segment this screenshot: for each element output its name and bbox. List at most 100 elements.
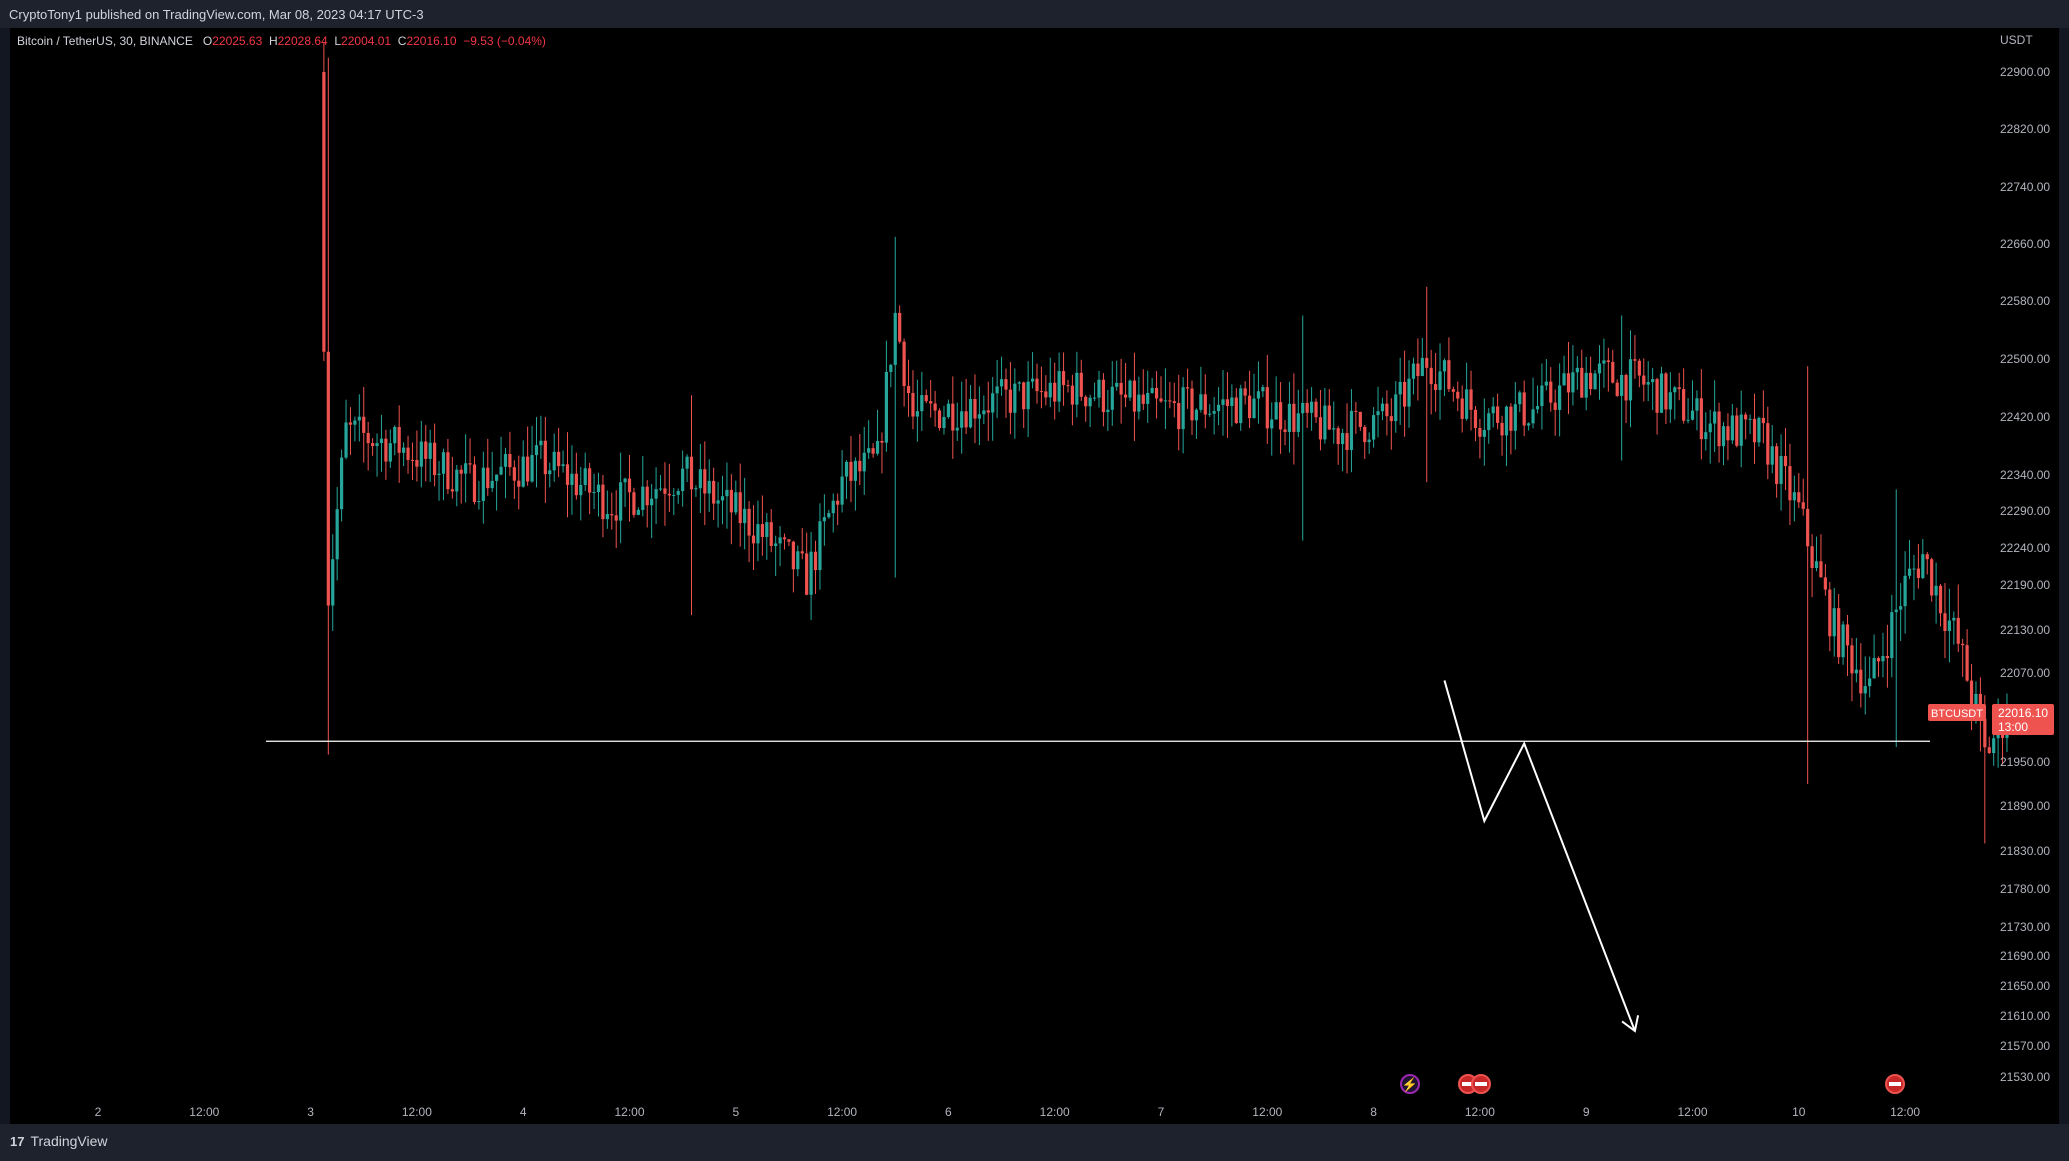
candle-body [1832,608,1836,637]
candle-body [1659,373,1664,413]
price-tick-label: 22070.00 [2000,666,2050,680]
candle-body [1992,738,1996,754]
candle-body [508,453,512,468]
candle-body [1017,382,1021,384]
candle-body [1066,385,1070,387]
candle-body [1194,409,1199,421]
lightning-glyph-icon: ⚡ [1402,1077,1418,1093]
candle-body [729,489,733,513]
candle-body [1925,554,1929,560]
candle-body [1819,561,1823,578]
candle-body [1611,361,1615,383]
price-tick-label: 21950.00 [2000,755,2050,769]
candle-body [371,443,375,447]
candle-body [1345,433,1349,450]
candle-body [1575,367,1579,373]
candle-body [557,451,561,467]
candle-body [388,443,392,462]
candle-body [685,456,689,469]
time-tick-label: 12:00 [614,1105,644,1119]
candle-body [1788,466,1792,501]
candle-body [889,364,893,372]
price-label-bg [1992,703,2054,735]
symbol-name[interactable]: Bitcoin / TetherUS, 30, BINANCE [17,34,193,48]
chart-area[interactable] [10,28,2059,1124]
candle-body [756,524,760,544]
brand[interactable]: 17 TradingView [10,1133,108,1149]
candle-body [1633,359,1637,361]
candle-body [1349,410,1354,450]
time-tick-label: 12:00 [827,1105,857,1119]
candle-body [1092,397,1097,399]
footer-bar [0,1124,2069,1161]
drawings-layer [266,680,1930,1033]
candle-body [384,438,388,462]
lightning-event-icon[interactable] [1400,1074,1420,1094]
price-tick-label: 22240.00 [2000,541,2050,555]
candle-body [1438,371,1442,390]
change-value: −9.53 (−0.04%) [463,34,546,48]
candle-body [1070,385,1075,405]
price-tick-label: 22900.00 [2000,65,2050,79]
candle-body [1509,406,1513,431]
candle-body [1845,624,1850,646]
candle-body [1558,385,1562,410]
candle-body [610,514,614,516]
candle-body [1686,419,1690,421]
candle-body [1425,357,1429,368]
candle-body [1482,430,1486,437]
candle-body [658,488,663,490]
candle-body [472,464,477,502]
candle-body [1549,381,1553,403]
candle-body [1841,624,1845,658]
candle-body [1478,428,1482,437]
candle-body [920,395,924,412]
candle-body [1363,426,1367,443]
candle-body [340,457,344,510]
candle-body [335,509,339,560]
candle-body [672,494,676,496]
high-label: H [268,34,278,48]
candle-body [1296,413,1300,432]
time-tick-label: 12:00 [1465,1105,1495,1119]
time-tick-label: 12:00 [1890,1105,1920,1119]
candle-body [1088,397,1092,407]
candle-body [1735,415,1739,446]
candle-body [875,440,880,454]
candle-body [1899,606,1903,610]
candle-body [1593,373,1597,390]
symbol-legend[interactable]: Bitcoin / TetherUS, 30, BINANCE O22025.6… [17,34,546,48]
candle-body [481,467,485,502]
candle-body [1518,392,1522,405]
publish-info: CryptoTony1 published on TradingView.com… [9,7,424,22]
candle-body [588,468,592,493]
time-tick-label: 10 [1792,1105,1806,1119]
candle-body [1664,373,1668,410]
candle-body [1535,406,1540,410]
candle-body [1881,656,1885,662]
publish-bar: CryptoTony1 published on TradingView.com… [0,0,2069,28]
candle-body [1270,419,1274,429]
candle-body [929,401,933,404]
candle-body [1921,554,1925,578]
candle-body [1030,378,1035,382]
candle-body [1682,389,1686,421]
close-value: 22016.10 [406,34,457,48]
candle-body [1442,360,1447,372]
candle-body [769,522,773,546]
price-tick-label: 21730.00 [2000,920,2050,934]
candle-body [1859,669,1863,694]
candle-body [1163,400,1168,402]
candle-body [1318,417,1323,440]
candle-body [1022,382,1026,410]
time-tick-label: 5 [732,1105,739,1119]
candle-body [1726,426,1730,441]
candle-body [1597,363,1602,374]
candle-body [1589,372,1593,390]
events-layer: ⚡ [1400,1074,1905,1094]
candle-body [1863,686,1867,694]
candle-body [942,416,946,429]
candle-body [1894,609,1898,613]
price-tick-label: 21830.00 [2000,844,2050,858]
